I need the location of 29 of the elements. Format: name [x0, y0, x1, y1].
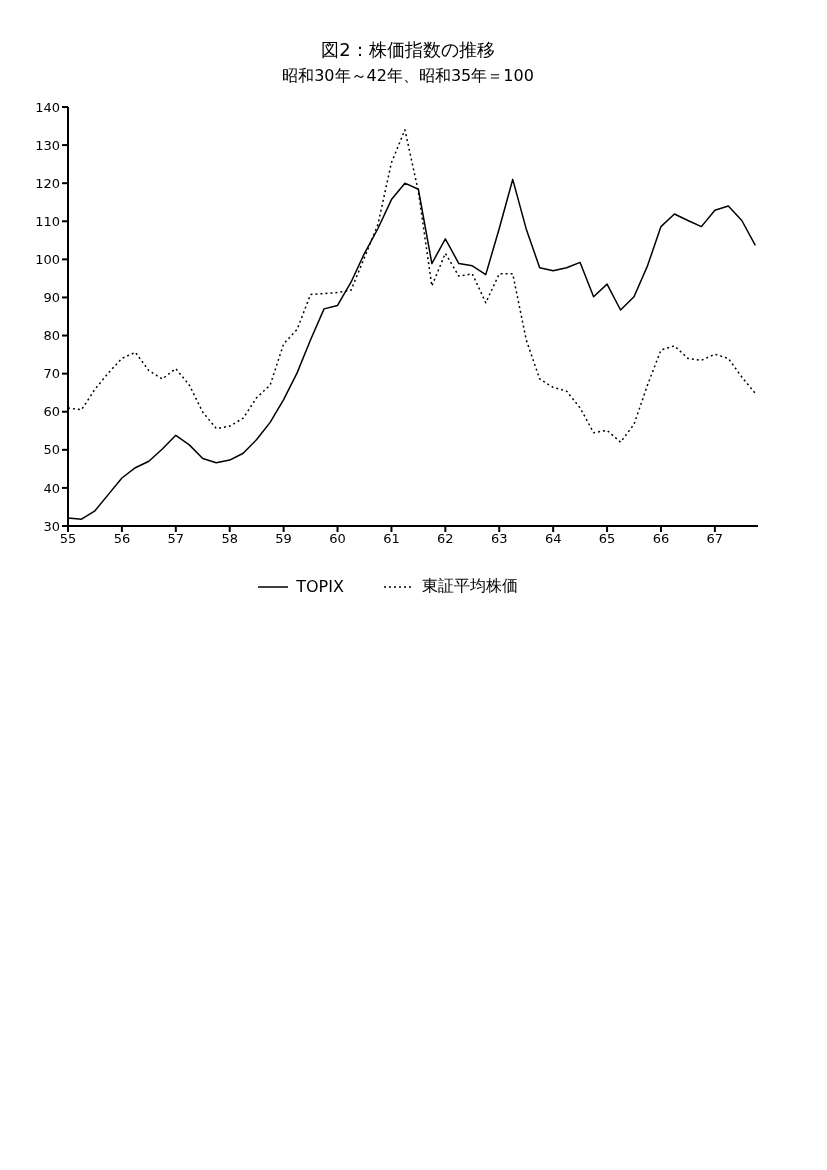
legend-label: TOPIX — [296, 577, 344, 596]
y-tick-label: 90 — [43, 290, 60, 306]
x-tick-label: 66 — [652, 531, 670, 547]
x-tick-label: 62 — [437, 531, 454, 547]
chart-subtitle: 昭和30年～42年、昭和35年＝100 — [281, 66, 535, 87]
y-tick-label: 50 — [43, 442, 60, 458]
y-tick-label: 140 — [35, 99, 60, 115]
y-tick-label: 130 — [35, 137, 60, 153]
x-tick-label: 56 — [113, 531, 131, 547]
x-tick-label: 58 — [221, 531, 238, 547]
legend-label: 東証平均株価 — [421, 576, 518, 597]
x-tick-label: 64 — [544, 531, 562, 547]
y-tick-label: 100 — [35, 251, 60, 267]
x-tick-label: 61 — [383, 531, 400, 547]
x-tick-label: 57 — [167, 531, 185, 547]
x-tick-label: 60 — [329, 531, 346, 547]
x-tick-label: 65 — [598, 531, 616, 547]
y-tick-label: 120 — [35, 175, 60, 191]
y-tick-label: 40 — [43, 480, 60, 496]
x-tick-label: 67 — [706, 531, 724, 547]
y-tick-label: 110 — [35, 213, 60, 229]
y-tick-label: 70 — [43, 366, 60, 382]
y-tick-label: 80 — [43, 328, 60, 344]
y-tick-label: 30 — [43, 518, 60, 534]
y-tick-label: 60 — [43, 404, 60, 420]
x-tick-label: 63 — [490, 531, 508, 547]
chart-title: 図2：株価指数の推移 — [320, 38, 496, 62]
x-tick-label: 55 — [59, 531, 77, 547]
x-tick-label: 59 — [275, 531, 292, 547]
